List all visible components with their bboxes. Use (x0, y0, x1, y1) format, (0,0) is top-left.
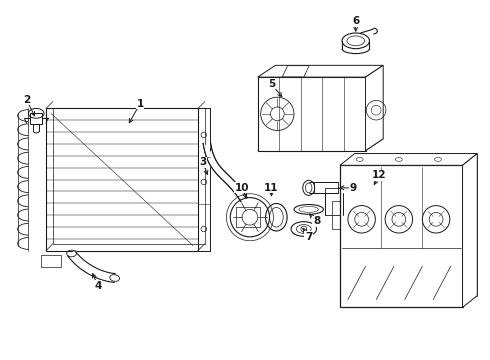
Polygon shape (258, 139, 383, 150)
Text: 10: 10 (235, 183, 249, 193)
Text: 6: 6 (352, 16, 359, 26)
Polygon shape (203, 142, 247, 202)
Text: 9: 9 (349, 183, 356, 193)
Text: 3: 3 (199, 157, 206, 167)
Text: 12: 12 (372, 170, 387, 180)
Text: 5: 5 (268, 79, 275, 89)
Text: 11: 11 (264, 183, 279, 193)
Polygon shape (340, 165, 463, 307)
Text: 1: 1 (137, 99, 144, 109)
Text: 4: 4 (94, 281, 102, 291)
Polygon shape (463, 154, 477, 307)
Polygon shape (68, 251, 115, 282)
Polygon shape (366, 65, 383, 150)
Polygon shape (340, 154, 477, 165)
Text: 8: 8 (313, 216, 320, 226)
Polygon shape (258, 77, 366, 150)
Polygon shape (258, 65, 383, 77)
Text: 7: 7 (305, 232, 313, 242)
Text: 2: 2 (23, 95, 30, 105)
